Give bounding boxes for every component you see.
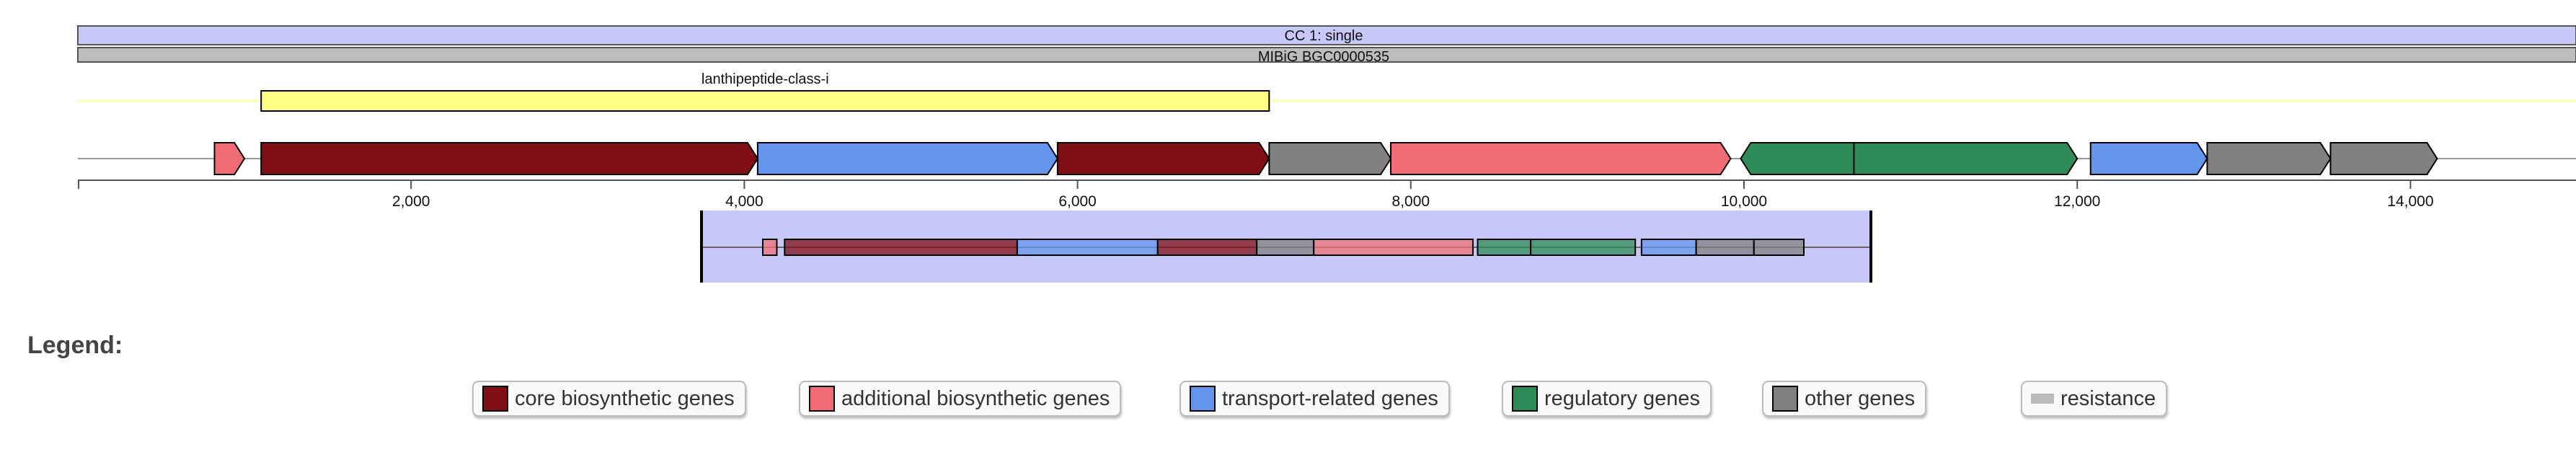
legend-heading: Legend: bbox=[27, 332, 123, 359]
gene-arrow-regulatory[interactable] bbox=[1740, 142, 1855, 175]
gene-arrow-transport[interactable] bbox=[2089, 142, 2208, 175]
region-diagram: CC 1: single MIBiG BGC0000535 lanthipept… bbox=[77, 25, 2576, 283]
overview-gene-additional bbox=[1313, 239, 1474, 256]
axis-tick-label: 2,000 bbox=[392, 193, 430, 210]
gene-arrow-transport[interactable] bbox=[756, 142, 1059, 175]
legend-label-additional: additional biosynthetic genes bbox=[841, 386, 1110, 410]
gene-arrow-other[interactable] bbox=[2206, 142, 2332, 175]
legend-item-other[interactable]: other genes bbox=[1762, 381, 1927, 417]
overview-genes bbox=[762, 239, 1805, 256]
reference-bar[interactable] bbox=[77, 47, 2576, 63]
candidate-label: lanthipeptide-class-i bbox=[701, 71, 829, 87]
overview-gene-core bbox=[1156, 239, 1258, 256]
candidate-box[interactable] bbox=[260, 90, 1270, 112]
overview-gene-other bbox=[1695, 239, 1755, 256]
legend-swatch-other bbox=[1772, 386, 1798, 412]
gene-arrow-core[interactable] bbox=[1056, 142, 1270, 175]
protocluster-label: CC 1: single bbox=[1285, 28, 1363, 44]
legend-swatch-transport bbox=[1190, 386, 1216, 412]
legend-item-resistance[interactable]: resistance bbox=[2021, 381, 2168, 417]
legend-swatch-additional bbox=[809, 386, 835, 412]
legend-label-regulatory: regulatory genes bbox=[1544, 386, 1701, 410]
gene-arrow-other[interactable] bbox=[1268, 142, 1392, 175]
legend-item-transport[interactable]: transport-related genes bbox=[1179, 381, 1450, 417]
axis-ticks: 2,000 4,000 6,000 8,000 10,000 12,000 14,000 bbox=[392, 180, 2434, 210]
legend-label-other: other genes bbox=[1805, 386, 1916, 410]
legend-label-transport: transport-related genes bbox=[1222, 386, 1438, 410]
legend-swatch-regulatory bbox=[1512, 386, 1538, 412]
overview-gene-additional bbox=[762, 239, 778, 256]
legend-label-resistance: resistance bbox=[2061, 386, 2156, 410]
gene-arrow-other[interactable] bbox=[2329, 142, 2438, 175]
overview-gene-core bbox=[784, 239, 1018, 256]
gene-arrow-regulatory[interactable] bbox=[1853, 142, 2079, 175]
overview-gene-other bbox=[1753, 239, 1805, 256]
legend-label-core: core biosynthetic genes bbox=[515, 386, 735, 410]
gene-arrow-additional[interactable] bbox=[213, 142, 246, 175]
gene-arrows bbox=[213, 142, 2438, 175]
legend-swatch-resistance bbox=[2031, 394, 2054, 404]
protocluster-bar[interactable] bbox=[77, 25, 2576, 45]
overview-gene-transport bbox=[1016, 239, 1159, 256]
axis-tick-label: 10,000 bbox=[1721, 193, 1767, 210]
overview-gene-transport bbox=[1640, 239, 1697, 256]
axis-tick-label: 6,000 bbox=[1058, 193, 1097, 210]
overview-gene-other bbox=[1256, 239, 1315, 256]
axis-tick-label: 4,000 bbox=[725, 193, 763, 210]
gene-arrow-core[interactable] bbox=[260, 142, 759, 175]
axis-tick-label: 12,000 bbox=[2054, 193, 2100, 210]
axis-tick-label: 8,000 bbox=[1392, 193, 1430, 210]
gene-arrow-additional[interactable] bbox=[1390, 142, 1732, 175]
axis-tick-label: 14,000 bbox=[2387, 193, 2433, 210]
reference-label: MIBiG BGC0000535 bbox=[1258, 49, 1389, 65]
legend-item-regulatory[interactable]: regulatory genes bbox=[1502, 381, 1712, 417]
legend-item-core[interactable]: core biosynthetic genes bbox=[472, 381, 746, 417]
legend-swatch-core bbox=[482, 386, 508, 412]
overview-gene-regulatory bbox=[1477, 239, 1532, 256]
legend-item-additional[interactable]: additional biosynthetic genes bbox=[799, 381, 1122, 417]
overview-gene-regulatory bbox=[1530, 239, 1637, 256]
